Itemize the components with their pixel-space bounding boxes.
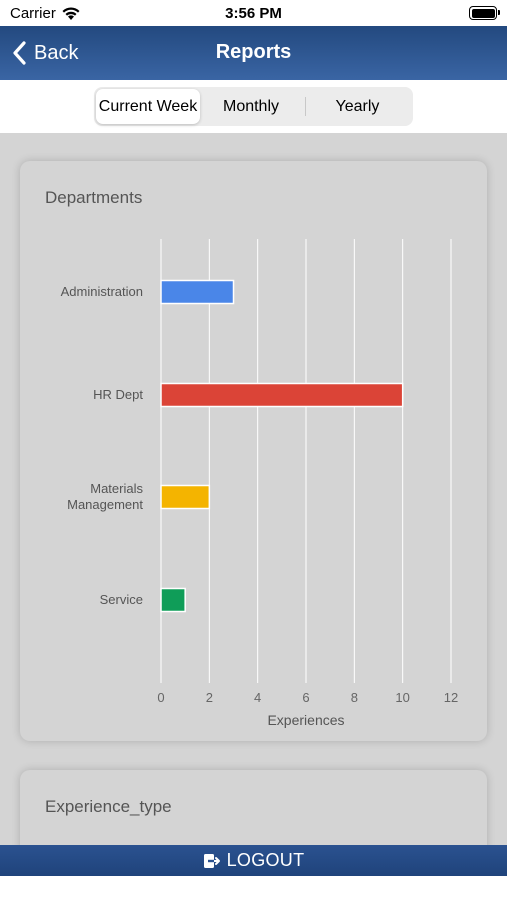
segment-monthly[interactable]: Monthly: [222, 97, 280, 115]
navigation-bar: Back Reports: [0, 26, 507, 80]
category-label: Management: [67, 497, 143, 512]
card-title-departments: Departments: [45, 188, 143, 207]
segment-divider: [305, 97, 306, 116]
departments-card: Departments 0 2 4 6 8 10 12 Administration HR De…: [20, 161, 487, 741]
home-indicator-area: [0, 876, 507, 900]
logout-icon: [203, 853, 220, 868]
bar-1: [160, 382, 404, 408]
departments-bar-chart: 0 2 4 6 8 10 12 Administration HR Dept MaterialsM…: [61, 239, 458, 728]
logout-label: LOGOUT: [226, 850, 305, 870]
bar-2: [160, 484, 211, 510]
category-label: Materials: [90, 481, 143, 496]
x-axis-title: Experiences: [267, 712, 344, 728]
x-tick-label: 8: [351, 690, 358, 705]
back-label: Back: [34, 41, 79, 64]
carrier-label: Carrier: [10, 5, 56, 22]
experience-type-card: Experience_type: [20, 770, 487, 845]
x-tick-label: 4: [254, 690, 261, 705]
segment-yearly[interactable]: Yearly: [335, 97, 380, 115]
status-bar: Carrier 3:56 PM: [0, 0, 507, 26]
back-button[interactable]: Back: [10, 38, 78, 68]
status-time: 3:56 PM: [225, 5, 282, 22]
category-label: Administration: [61, 284, 143, 299]
x-tick-label: 12: [444, 690, 458, 705]
x-tick-label: 2: [206, 690, 213, 705]
segment-current-week[interactable]: Current Week: [96, 89, 200, 124]
segment-area: Current Week Monthly Yearly: [0, 80, 507, 133]
x-tick-label: 6: [302, 690, 309, 705]
x-tick-label: 10: [395, 690, 409, 705]
chevron-left-icon: [13, 41, 26, 65]
card-title-experience-type: Experience_type: [45, 797, 172, 816]
period-segmented-control: Current Week Monthly Yearly: [94, 87, 413, 126]
bar-0: [160, 279, 235, 305]
category-label: Service: [100, 592, 143, 607]
logout-button[interactable]: LOGOUT: [0, 845, 507, 876]
wifi-icon: [62, 7, 80, 20]
page-title: Reports: [215, 41, 292, 63]
battery-icon: [469, 6, 500, 20]
x-tick-label: 0: [157, 690, 164, 705]
category-label: HR Dept: [93, 387, 143, 402]
reports-content[interactable]: Departments 0 2 4 6 8 10 12 Administration HR De…: [0, 133, 507, 845]
bar-3: [160, 587, 186, 613]
